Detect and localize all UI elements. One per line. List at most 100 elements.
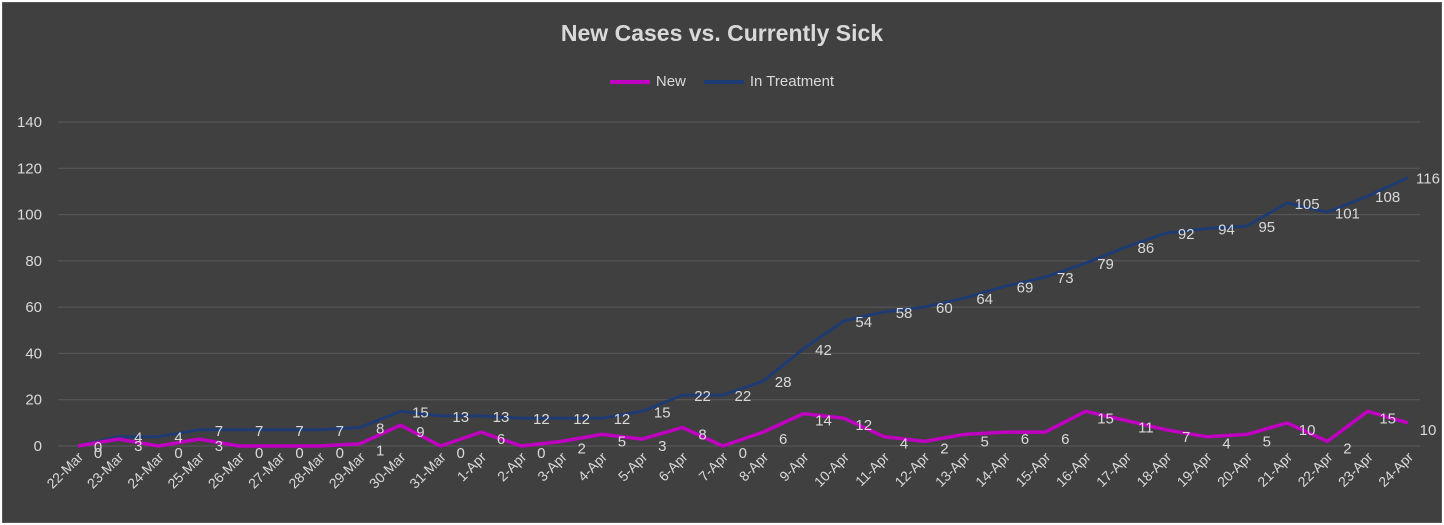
legend: New In Treatment [0, 73, 1444, 90]
data-label-in-treatment: 94 [1218, 221, 1235, 238]
y-tick-label: 40 [25, 345, 42, 362]
data-label-new: 0 [174, 445, 182, 462]
data-label-in-treatment: 54 [855, 314, 872, 331]
data-label-new: 12 [855, 417, 872, 434]
data-label-in-treatment: 69 [1017, 279, 1034, 296]
legend-item-in-treatment: In Treatment [703, 73, 834, 90]
x-tick-label: 15-Apr [1012, 449, 1053, 490]
data-label-in-treatment: 101 [1335, 205, 1360, 222]
data-label-in-treatment: 15 [412, 404, 429, 421]
data-label-new: 2 [1343, 440, 1351, 457]
x-tick-label: 12-Apr [891, 449, 932, 490]
data-label-new: 3 [134, 438, 142, 455]
data-label-in-treatment: 95 [1258, 219, 1275, 236]
y-tick-label: 100 [17, 207, 42, 224]
data-label-in-treatment: 7 [255, 423, 263, 440]
chart-title: New Cases vs. Currently Sick [560, 20, 884, 46]
data-label-new: 3 [215, 438, 223, 455]
data-label-in-treatment: 105 [1295, 196, 1320, 213]
x-tick-label: 9-Apr [776, 449, 812, 485]
data-label-in-treatment: 58 [896, 305, 913, 322]
data-label-new: 10 [1420, 422, 1437, 439]
data-label-in-treatment: 12 [614, 411, 631, 428]
data-label-new: 0 [537, 445, 545, 462]
data-label-in-treatment: 22 [735, 388, 752, 405]
data-label-new: 4 [1222, 436, 1230, 453]
x-tick-label: 23-Mar [84, 449, 127, 492]
data-label-new: 0 [295, 445, 303, 462]
data-label-in-treatment: 13 [493, 409, 510, 426]
data-label-in-treatment: 86 [1138, 240, 1155, 257]
data-label-in-treatment: 64 [976, 291, 993, 308]
legend-swatch-new [609, 79, 650, 84]
data-label-in-treatment: 15 [654, 404, 671, 421]
x-tick-label: 10-Apr [811, 449, 852, 490]
x-tick-label: 29-Mar [326, 449, 369, 492]
data-label-in-treatment: 28 [775, 374, 792, 391]
x-tick-label: 21-Apr [1254, 449, 1295, 490]
data-label-new: 10 [1299, 422, 1316, 439]
data-label-in-treatment: 0 [94, 439, 102, 456]
data-label-in-treatment: 108 [1375, 189, 1400, 206]
legend-label-new: New [655, 73, 686, 90]
data-label-new: 0 [336, 445, 344, 462]
y-tick-label: 20 [25, 392, 42, 409]
legend-item-new: New [609, 73, 686, 90]
data-label-new: 5 [618, 433, 626, 450]
x-tick-label: 28-Mar [285, 449, 328, 492]
data-label-new: 5 [1263, 433, 1271, 450]
data-label-in-treatment: 92 [1178, 226, 1195, 243]
data-label-new: 4 [900, 436, 908, 453]
y-tick-label: 80 [25, 253, 42, 270]
x-tick-label: 24-Mar [124, 449, 167, 492]
data-label-in-treatment: 73 [1057, 270, 1074, 287]
data-label-new: 15 [1097, 410, 1114, 427]
data-label-in-treatment: 12 [533, 411, 550, 428]
data-label-new: 5 [980, 433, 988, 450]
data-label-new: 2 [577, 440, 585, 457]
data-label-in-treatment: 13 [452, 409, 469, 426]
y-tick-label: 120 [17, 160, 42, 177]
x-tick-label: 22-Apr [1294, 449, 1335, 490]
x-tick-label: 25-Mar [164, 449, 207, 492]
data-label-new: 6 [1021, 431, 1029, 448]
data-label-new: 6 [1061, 431, 1069, 448]
data-label-in-treatment: 42 [815, 342, 832, 359]
data-label-in-treatment: 12 [573, 411, 590, 428]
x-tick-label: 14-Apr [972, 449, 1013, 490]
x-tick-label: 31-Mar [406, 449, 449, 492]
data-label-in-treatment: 7 [295, 423, 303, 440]
x-tick-label: 16-Apr [1053, 449, 1094, 490]
data-label-new: 8 [698, 426, 706, 443]
x-tick-label: 23-Apr [1335, 449, 1376, 490]
data-label-in-treatment: 116 [1416, 171, 1440, 188]
x-tick-label: 26-Mar [205, 449, 248, 492]
data-label-new: 3 [658, 438, 666, 455]
x-tick-label: 22-Mar [43, 449, 86, 492]
data-label-new: 0 [739, 445, 747, 462]
data-label-in-treatment: 8 [376, 420, 384, 437]
data-label-in-treatment: 7 [336, 423, 344, 440]
x-tick-label: 11-Apr [852, 449, 893, 490]
x-tick-label: 30-Mar [366, 449, 409, 492]
series-line-in-treatment [77, 176, 1409, 448]
data-label-new: 6 [497, 431, 505, 448]
x-tick-label: 17-Apr [1093, 449, 1134, 490]
x-tick-label: 13-Apr [932, 449, 973, 490]
data-label-new: 1 [376, 443, 384, 460]
legend-swatch-in-treatment [703, 79, 744, 84]
data-label-new: 6 [779, 431, 787, 448]
x-tick-label: 5-Apr [615, 449, 651, 485]
data-label-new: 0 [94, 445, 102, 462]
data-label-new: 14 [815, 413, 832, 430]
series-line-new [77, 409, 1409, 448]
data-label-in-treatment: 22 [694, 388, 711, 405]
data-label-in-treatment: 60 [936, 300, 953, 317]
x-tick-label: 2-Apr [494, 449, 530, 485]
x-tick-label: 19-Apr [1174, 449, 1215, 490]
y-tick-label: 0 [34, 438, 42, 455]
data-label-new: 2 [940, 440, 948, 457]
y-tick-label: 60 [25, 299, 42, 316]
data-label-new: 11 [1138, 420, 1154, 437]
